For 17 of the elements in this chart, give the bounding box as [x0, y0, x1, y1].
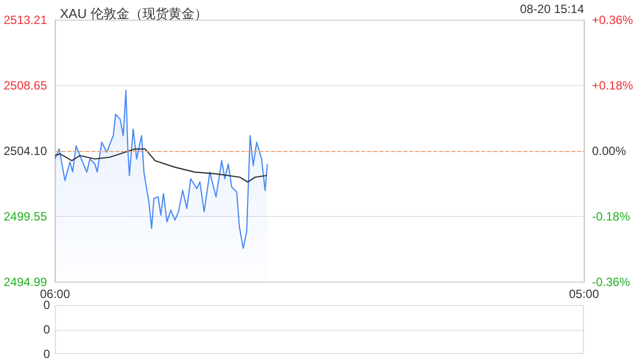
chart-title: XAU 伦敦金（现货黄金）: [60, 6, 208, 21]
y-tick-label: 2513.21: [4, 13, 48, 27]
y2-tick-label: -0.36%: [592, 275, 630, 289]
y2-tick-label: +0.36%: [592, 13, 634, 27]
y-tick-label: 2499.55: [4, 209, 48, 224]
y2-tick-label: -0.18%: [592, 210, 630, 224]
y2-tick-label: +0.18%: [592, 78, 634, 92]
text: 0: [43, 322, 50, 336]
text: 08-20 15:14: [520, 2, 584, 16]
x-tick-label: 05:00: [568, 287, 600, 301]
y2-tick-label: 0.00%: [592, 144, 626, 158]
text: 0: [43, 347, 50, 360]
y-tick-label: 2504.10: [4, 144, 48, 158]
x-tick-label: 06:00: [40, 287, 70, 301]
text: 0: [43, 298, 50, 312]
y-tick-label: 2508.65: [4, 78, 48, 93]
y-tick-label: 2494.99: [4, 275, 48, 289]
